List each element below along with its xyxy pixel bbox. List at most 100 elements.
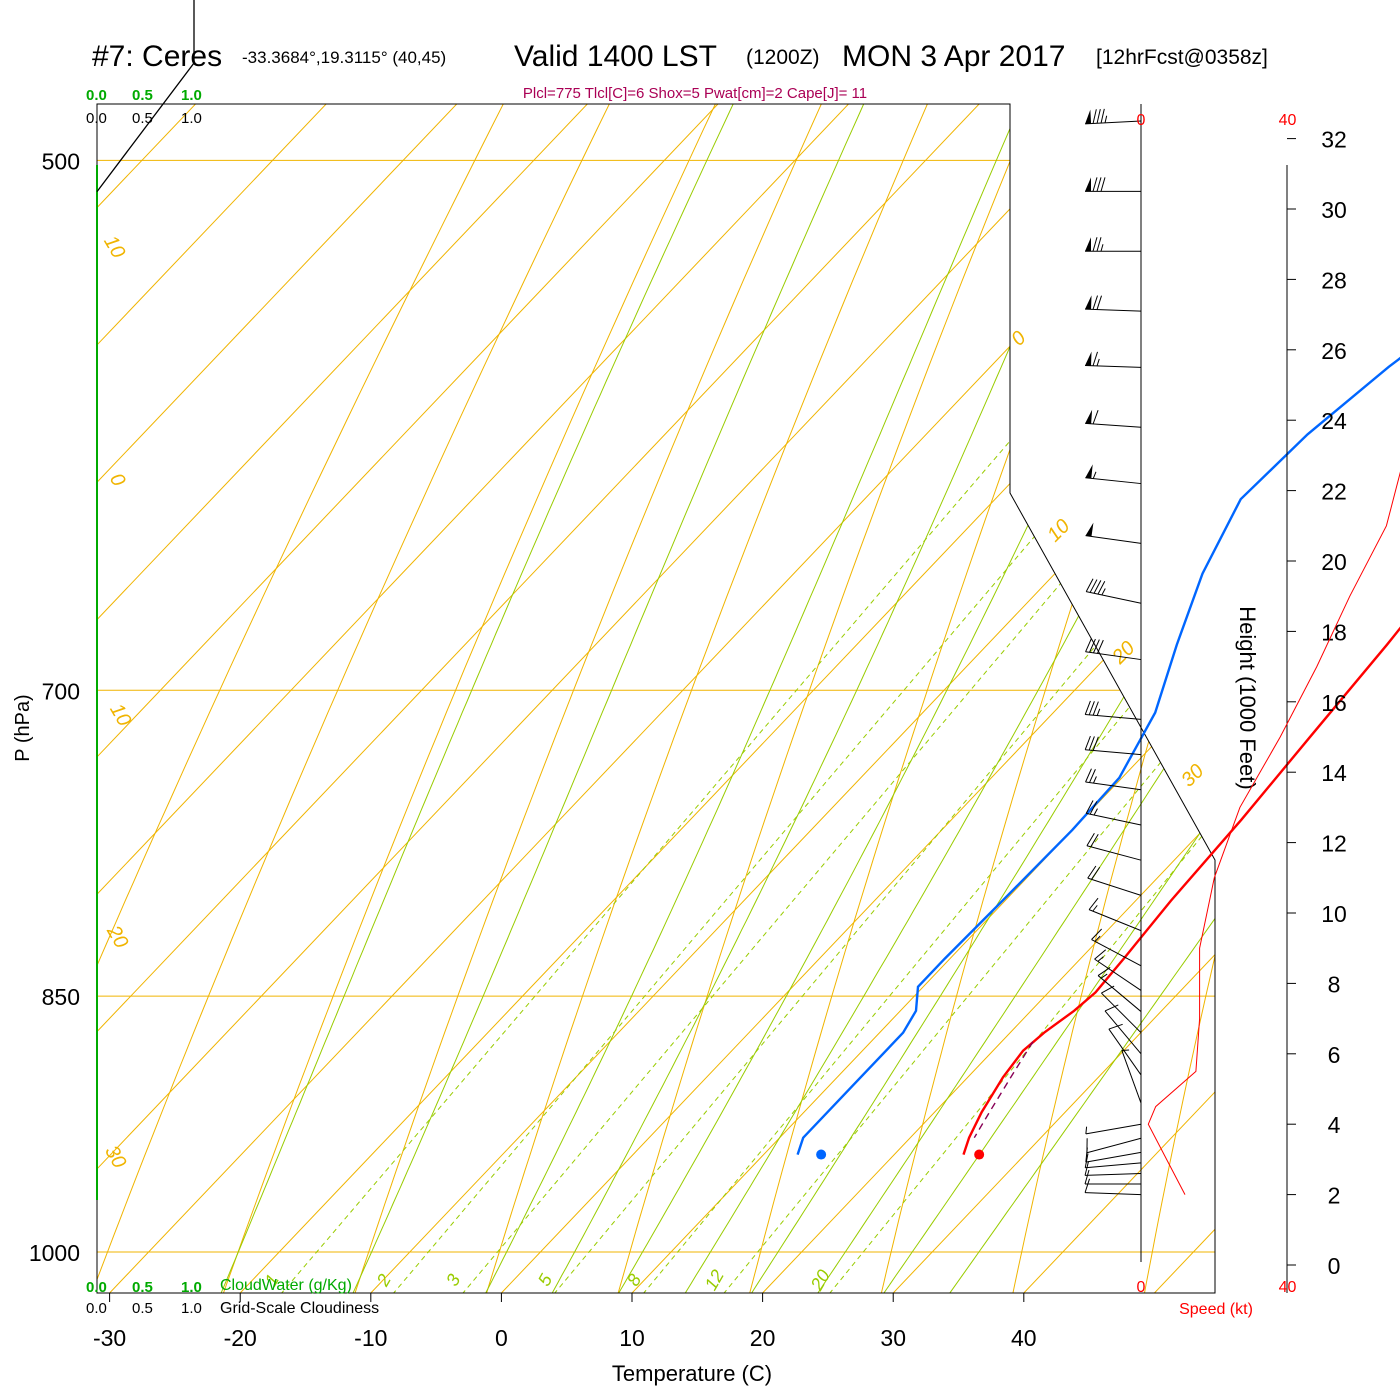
height-tick-20: 20 <box>1321 549 1347 575</box>
wind-barb-feather <box>1093 580 1102 594</box>
cloud-scale-top-green-1: 0.5 <box>132 87 153 104</box>
wind-barb-staff <box>1085 781 1142 791</box>
moist-adiabat-35 <box>923 104 1215 1293</box>
wind-barb-half-feather <box>1085 1126 1088 1134</box>
wind-barb-flag <box>1085 464 1093 479</box>
height-tick-32: 32 <box>1321 127 1347 153</box>
isotherm--110 <box>97 104 1215 1293</box>
cloud-scale-top-black-0: 0.0 <box>86 110 107 127</box>
wind-barb-staff <box>1085 1192 1142 1196</box>
isotherm-0 <box>424 104 1215 1293</box>
wind-barb-feather <box>1085 638 1092 652</box>
wind-barb-staff <box>1085 1172 1142 1176</box>
wind-barb-half-feather <box>1093 776 1097 784</box>
wind-barb-feather <box>1087 865 1097 879</box>
wind-barb-18 <box>1094 949 1142 991</box>
wind-barb-feather <box>1084 1178 1090 1193</box>
wind-barb-4 <box>1085 351 1142 368</box>
cloudiness-label: Grid-Scale Cloudiness <box>220 1300 379 1317</box>
pressure-axis-label: P (hPa) <box>12 694 34 761</box>
temperature-tick--30: -30 <box>93 1325 126 1351</box>
wind-barb-staff <box>1085 651 1142 661</box>
cloud-scale-top-green-0: 0.0 <box>86 87 107 104</box>
speed-tick-top-40: 40 <box>1279 112 1297 129</box>
wind-barb-flag <box>1085 109 1092 124</box>
wind-barb-feather <box>1092 237 1098 252</box>
wind-barb-5 <box>1085 409 1142 428</box>
height-tick-8: 8 <box>1328 971 1341 997</box>
height-tick-6: 6 <box>1328 1042 1341 1068</box>
height-tick-16: 16 <box>1321 690 1347 716</box>
wind-barb-9 <box>1085 638 1142 661</box>
wind-barb-feather <box>1108 1023 1123 1030</box>
height-tick-26: 26 <box>1321 338 1347 364</box>
isotherm--10 <box>294 104 1215 1293</box>
wind-barb-feather <box>1089 579 1098 593</box>
wind-speed-curve <box>1147 471 1400 1195</box>
mixing-ratio-label-12: 12 <box>701 1266 728 1293</box>
wind-barb-half-feather <box>1092 905 1098 912</box>
wind-barb-feather <box>1096 639 1104 654</box>
wind-barb-23 <box>1121 1049 1142 1104</box>
wind-barb-19 <box>1097 966 1142 1012</box>
mixing-ratio-line-20 <box>800 104 1215 1293</box>
wind-barb-half-feather <box>1100 244 1104 252</box>
dry-adiabat-250 <box>195 104 1215 1293</box>
speed-tick-top-0: 0 <box>1137 112 1146 129</box>
moist-adiabat-5 <box>532 104 1215 1293</box>
temperature-tick--20: -20 <box>224 1325 257 1351</box>
speed-axis-label: Speed (kt) <box>1179 1301 1253 1318</box>
height-tick-24: 24 <box>1321 408 1347 434</box>
pressure-tick-850: 850 <box>42 984 80 1010</box>
wind-barb-half-feather <box>1096 708 1101 716</box>
surface-dewpoint-point <box>816 1149 827 1160</box>
wind-barb-1 <box>1085 177 1141 192</box>
wind-barb-28 <box>1084 1161 1142 1176</box>
mixing-ratio-label-5: 5 <box>534 1270 557 1290</box>
wind-barb-half-feather <box>1096 358 1100 367</box>
mixing-ratio-line-5 <box>524 104 1215 1293</box>
cloud-scale-bottom-green-0: 0.0 <box>86 1279 107 1296</box>
temperature-tick-40: 40 <box>1011 1325 1037 1351</box>
wind-barb-25 <box>1086 1137 1142 1154</box>
wind-barb-flag <box>1085 409 1093 424</box>
mixing-ratio-line-8 <box>613 104 1215 1293</box>
wind-barb-half-feather <box>1121 1049 1130 1051</box>
wind-barb-feather <box>1084 1161 1090 1176</box>
cloud-scale-top-black-2: 1.0 <box>181 110 202 127</box>
height-tick-30: 30 <box>1321 197 1347 223</box>
wind-barb-feather <box>1096 237 1102 252</box>
wind-barb-staff <box>1104 1010 1142 1055</box>
wind-barb-feather <box>1092 410 1099 425</box>
moist-adiabat-lines <box>205 104 1215 1293</box>
height-tick-0: 0 <box>1328 1253 1341 1279</box>
dry-adiabat-270 <box>462 104 1215 1293</box>
height-tick-10: 10 <box>1321 901 1347 927</box>
wind-barb-feather <box>1091 866 1101 880</box>
pressure-tick-700: 700 <box>42 678 80 704</box>
wind-barb-14 <box>1086 832 1142 861</box>
wind-barb-staff <box>1097 975 1142 1012</box>
height-axis-label: Height (1000 Feet) <box>1235 606 1260 789</box>
dry-adiabat-230 <box>97 104 1108 1293</box>
wind-barb-2 <box>1085 237 1141 252</box>
wind-barb-staff <box>1088 909 1142 932</box>
wind-barb-29 <box>1084 1169 1141 1185</box>
wind-barb-staff <box>1094 958 1142 991</box>
wind-barb-feather <box>1088 736 1095 751</box>
wind-barb-26 <box>1085 1147 1142 1163</box>
mixing-ratio-label-8: 8 <box>623 1271 645 1290</box>
wind-barb-27 <box>1084 1153 1142 1169</box>
isotherm-label-5: 0 <box>1007 327 1030 350</box>
isotherm--30 <box>97 104 1215 1293</box>
wind-barb-staff <box>1101 992 1142 1034</box>
wind-barb-7 <box>1085 522 1142 544</box>
wind-barb-half-feather <box>1094 935 1101 942</box>
wind-barb-half-feather <box>1100 973 1108 979</box>
wind-barb-feather <box>1100 177 1106 192</box>
temperature-tick-20: 20 <box>750 1325 776 1351</box>
wind-barb-flag <box>1085 177 1091 192</box>
